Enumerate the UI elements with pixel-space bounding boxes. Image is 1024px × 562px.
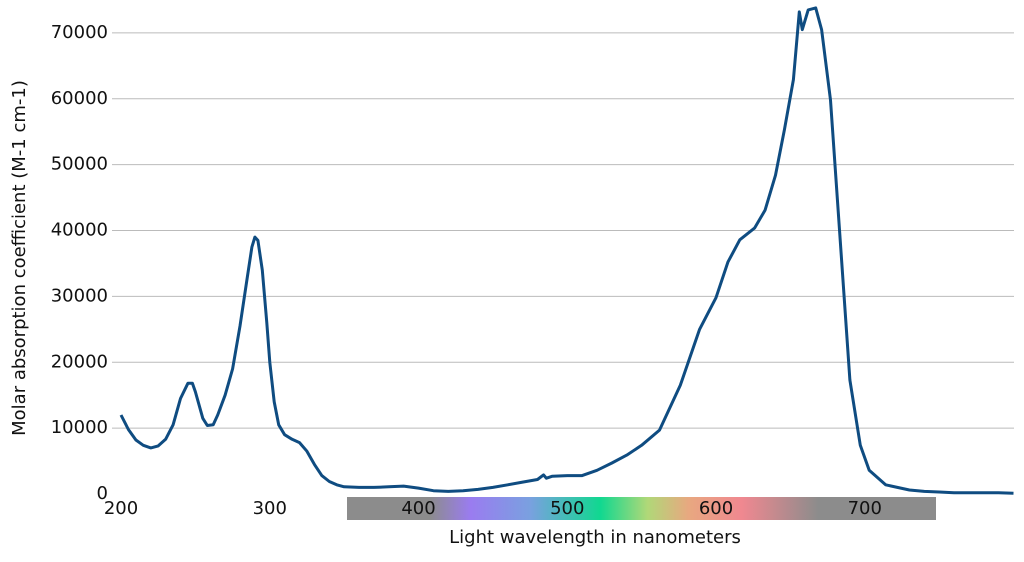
y-tick-label: 30000 bbox=[51, 285, 108, 306]
y-tick-label: 40000 bbox=[51, 220, 108, 241]
y-tick-label: 60000 bbox=[51, 88, 108, 109]
x-tick-label: 700 bbox=[848, 498, 882, 519]
y-tick-label: 50000 bbox=[51, 154, 108, 175]
y-tick-label: 70000 bbox=[51, 22, 108, 43]
x-tick-label: 600 bbox=[699, 498, 733, 519]
x-tick-label: 200 bbox=[104, 498, 138, 519]
y-tick-label: 10000 bbox=[51, 417, 108, 438]
y-tick-label: 0 bbox=[97, 483, 108, 504]
x-tick-label: 500 bbox=[550, 498, 584, 519]
spectrum-bar bbox=[347, 497, 936, 520]
x-axis-label: Light wavelength in nanometers bbox=[449, 527, 741, 548]
x-tick-label: 300 bbox=[253, 498, 287, 519]
y-axis-label: Molar absorption coefficient (M-1 cm-1) bbox=[9, 80, 30, 436]
y-tick-label: 20000 bbox=[51, 351, 108, 372]
data-line bbox=[119, 6, 1014, 495]
x-tick-label: 400 bbox=[401, 498, 435, 519]
